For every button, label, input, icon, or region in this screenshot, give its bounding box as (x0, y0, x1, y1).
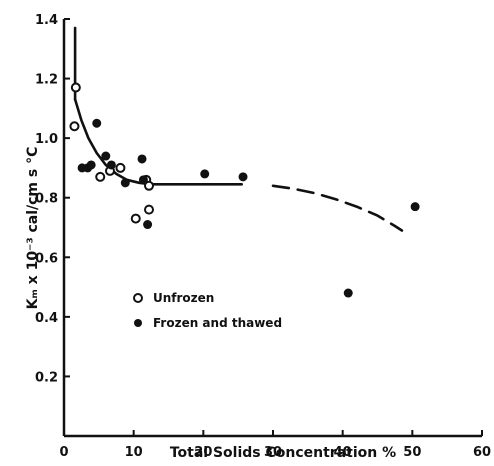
x-tick-label: 20 (194, 445, 212, 460)
y-tick-label: 1.0 (35, 132, 58, 147)
data-points (69, 82, 420, 298)
y-tick-label: 1.2 (35, 73, 58, 88)
axes: 0 10 20 30 40 50 60 0.2 0.4 0.6 0.8 1.0 1.2 1.4 (35, 13, 491, 460)
point-unfrozen (115, 162, 126, 173)
x-tick-label: 60 (473, 445, 491, 460)
y-tick-label: 0.4 (35, 311, 58, 326)
y-tick-label: 0.2 (35, 370, 58, 385)
fitted-curve (73, 98, 243, 186)
point-frozen-thawed (200, 169, 210, 179)
legend-marker-unfrozen (133, 293, 143, 303)
x-tick-label: 30 (264, 445, 282, 460)
point-frozen-thawed (410, 202, 420, 212)
legend-label-unfrozen: Unfrozen (153, 291, 214, 305)
point-unfrozen (130, 213, 141, 224)
legend-label-frozen: Frozen and thawed (153, 316, 282, 330)
point-frozen-thawed (106, 160, 116, 170)
x-tick-label: 0 (59, 445, 68, 460)
point-unfrozen (69, 121, 80, 132)
legend-marker-frozen (134, 319, 142, 327)
point-unfrozen (143, 180, 154, 191)
y-tick-label: 0.8 (35, 192, 58, 207)
x-tick-label: 40 (334, 445, 352, 460)
x-tick-label: 10 (125, 445, 143, 460)
legend: Unfrozen Frozen and thawed (133, 291, 282, 330)
fit-curves (73, 26, 404, 232)
y-tick-label: 1.4 (35, 13, 58, 28)
point-frozen-thawed (120, 178, 130, 188)
point-frozen-thawed (101, 151, 111, 161)
point-frozen-thawed (137, 154, 147, 164)
x-tick-label: 50 (403, 445, 421, 460)
point-frozen-thawed (92, 118, 102, 128)
point-unfrozen (143, 204, 154, 215)
point-frozen-thawed (343, 288, 353, 298)
y-tick-label: 0.6 (35, 251, 58, 266)
point-unfrozen (70, 82, 81, 93)
point-frozen-thawed (143, 220, 153, 230)
point-frozen-thawed (138, 175, 148, 185)
dashed-trend-curve (271, 184, 404, 232)
point-frozen-thawed (238, 172, 248, 182)
x-axis-title: Total Solids Concentration % (170, 445, 396, 461)
point-unfrozen (95, 171, 106, 182)
y-axis-title: Kₘ x 10⁻³ cal/cm s °C (25, 147, 41, 310)
point-frozen-thawed (86, 160, 96, 170)
